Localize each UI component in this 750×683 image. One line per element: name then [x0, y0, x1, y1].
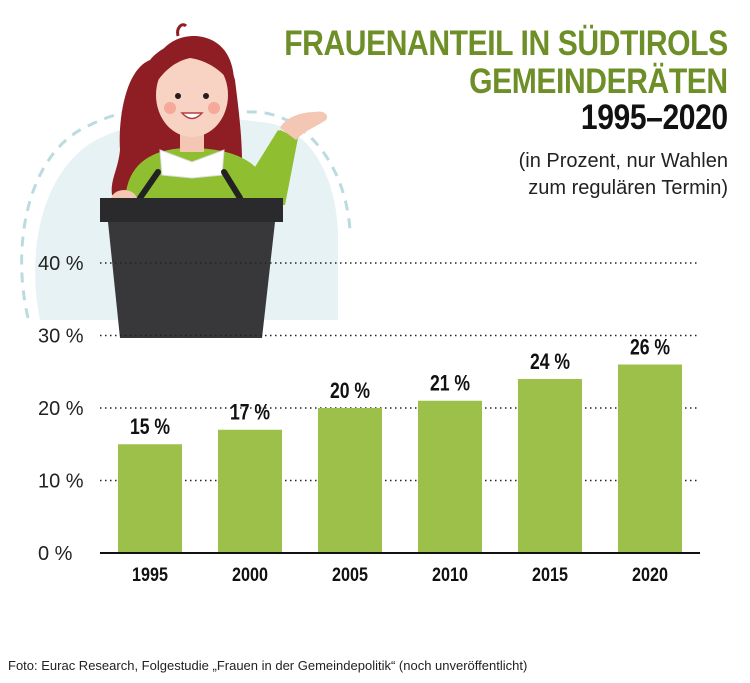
- hair-strand: [176, 23, 188, 37]
- microphone-right: [221, 169, 243, 201]
- bar-value-label: 26 %: [630, 336, 670, 360]
- eye-left: [175, 93, 181, 99]
- subtitle-line-1: (in Prozent, nur Wahlen: [518, 150, 728, 172]
- bar-value-label: 24 %: [530, 350, 570, 374]
- y-tick-label: 40 %: [38, 253, 84, 275]
- source-note: Foto: Eurac Research, Folgestudie „Fraue…: [8, 658, 528, 673]
- halo-dashed-arc: [20, 105, 352, 319]
- subtitle: (in Prozent, nur Wahlen zum regulären Te…: [428, 148, 728, 202]
- y-tick-label: 10 %: [38, 471, 84, 493]
- bar-value-label: 17 %: [230, 401, 270, 425]
- title-line-1: FRAUENANTEIL IN SÜDTIROLS: [284, 24, 728, 63]
- x-tick-label: 2005: [332, 564, 368, 586]
- cheek-right: [208, 102, 220, 114]
- bar-value-label: 15 %: [130, 415, 170, 439]
- y-tick-label: 20 %: [38, 398, 84, 420]
- bar-value-label: 20 %: [330, 379, 370, 403]
- bar: [118, 444, 182, 553]
- bar-value-label: 21 %: [430, 372, 470, 396]
- raised-arm: [250, 130, 296, 200]
- bar: [318, 408, 382, 553]
- x-tick-label: 2020: [632, 564, 668, 586]
- x-tick-label: 2000: [232, 564, 268, 586]
- y-tick-label: 0 %: [38, 543, 73, 565]
- podium-body: [108, 222, 275, 338]
- collar: [159, 149, 225, 179]
- cheek-left: [164, 102, 176, 114]
- hair-front: [151, 35, 235, 90]
- microphone-left: [137, 169, 161, 201]
- bar: [418, 400, 482, 553]
- x-tick-label: 2015: [532, 564, 568, 586]
- podium-top: [100, 198, 283, 222]
- eye-right: [203, 93, 209, 99]
- subtitle-line-2: zum regulären Termin): [528, 177, 728, 199]
- title-line-3: 1995–2020: [581, 98, 728, 137]
- bar: [218, 429, 282, 553]
- x-tick-label: 1995: [132, 564, 168, 586]
- face: [156, 53, 228, 137]
- x-tick-label: 2010: [432, 564, 468, 586]
- raised-hand: [280, 111, 328, 140]
- mouth: [180, 112, 204, 120]
- title-line-2: GEMEINDERÄTEN: [469, 62, 728, 101]
- bar: [618, 364, 682, 553]
- y-tick-label: 30 %: [38, 326, 84, 348]
- bar: [518, 379, 582, 553]
